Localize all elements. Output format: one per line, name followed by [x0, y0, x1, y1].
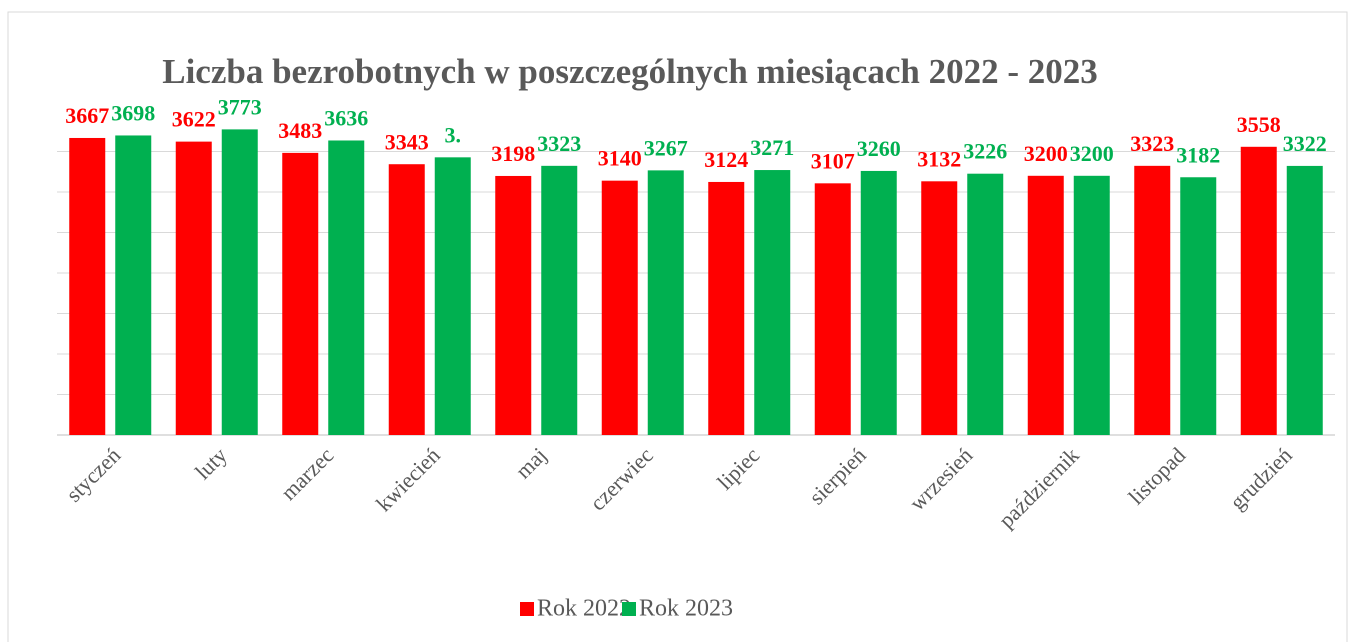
bar — [1073, 175, 1110, 436]
bar — [921, 181, 958, 435]
data-label: 3323 — [1130, 131, 1174, 156]
data-label: 3322 — [1283, 131, 1327, 156]
bar — [754, 170, 791, 435]
data-label: 3343 — [385, 129, 429, 154]
data-label: 3124 — [704, 147, 748, 172]
data-label: 3226 — [963, 139, 1007, 164]
bar — [814, 183, 851, 435]
bar — [115, 135, 152, 435]
data-label: 3. — [445, 122, 462, 147]
data-label: 3323 — [537, 131, 581, 156]
bar — [1134, 165, 1171, 435]
data-label: 3558 — [1237, 112, 1281, 137]
bar — [282, 152, 319, 435]
legend-label: Rok 2023 — [639, 596, 733, 622]
chart-title: Liczba bezrobotnych w poszczególnych mie… — [162, 52, 1098, 91]
bar — [601, 180, 638, 435]
data-label: 3182 — [1176, 142, 1220, 167]
data-label: 3132 — [917, 146, 961, 171]
bar — [967, 173, 1004, 435]
bar — [388, 164, 425, 436]
bar — [647, 170, 684, 436]
bar — [221, 129, 258, 435]
bar — [434, 157, 471, 435]
data-label: 3667 — [65, 103, 109, 128]
bar — [495, 175, 532, 435]
bar — [708, 181, 745, 435]
data-label: 3200 — [1070, 141, 1114, 166]
data-label: 3107 — [811, 148, 855, 173]
data-label: 3483 — [278, 118, 322, 143]
data-label: 3260 — [857, 136, 901, 161]
data-label: 3622 — [172, 107, 216, 132]
data-label: 3267 — [644, 135, 688, 160]
legend-label: Rok 2022 — [537, 596, 631, 622]
bar — [860, 170, 897, 435]
legend-swatch — [520, 602, 534, 616]
data-label: 3636 — [324, 106, 368, 131]
bar — [1286, 165, 1323, 435]
data-label: 3271 — [750, 135, 794, 160]
bar — [328, 140, 365, 435]
legend-swatch — [622, 602, 636, 616]
bar — [1180, 177, 1217, 435]
data-label: 3198 — [491, 141, 535, 166]
bar — [541, 165, 578, 435]
data-label: 3773 — [218, 94, 262, 119]
bar — [175, 141, 212, 436]
data-label: 3698 — [111, 101, 155, 126]
bar — [69, 137, 106, 435]
data-label: 3140 — [598, 146, 642, 171]
data-label: 3200 — [1024, 141, 1068, 166]
bar — [1027, 175, 1064, 436]
bar — [1240, 146, 1277, 435]
